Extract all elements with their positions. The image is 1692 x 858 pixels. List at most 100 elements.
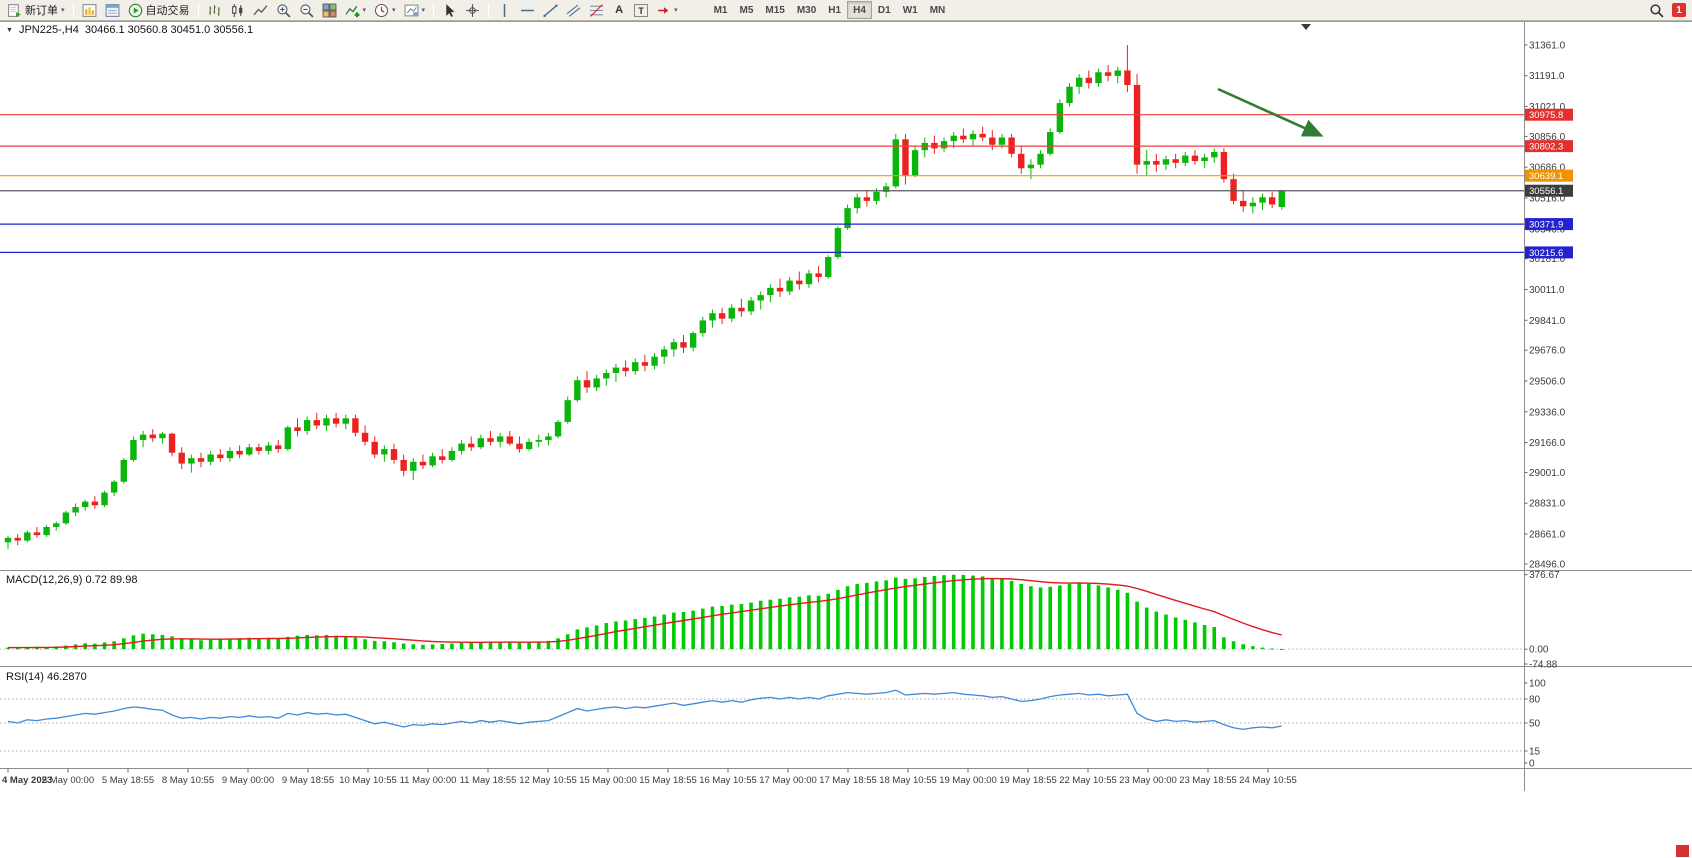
price-axis-tick: 29841.0	[1529, 316, 1566, 327]
zoom-in-icon	[276, 3, 291, 18]
toolbar-right-group: 1	[1649, 3, 1689, 18]
price-axis-tick: 29676.0	[1529, 346, 1566, 357]
cursor-icon	[446, 3, 455, 17]
bar-chart-button[interactable]	[203, 1, 226, 20]
line-chart-icon	[253, 4, 267, 15]
time-axis-label: 16 May 10:55	[699, 775, 757, 786]
price-axis-tick: 29506.0	[1529, 376, 1566, 387]
indicators-icon	[345, 5, 359, 17]
trendline-tool-button[interactable]	[539, 1, 562, 20]
tile-windows-button[interactable]	[318, 1, 341, 20]
indicators-button[interactable]: ▾	[341, 1, 371, 20]
market-watch-button[interactable]	[101, 1, 124, 20]
time-axis-label: 18 May 10:55	[879, 775, 937, 786]
new-order-button[interactable]: 新订单 ▾	[3, 1, 69, 20]
time-axis-label: 9 May 00:00	[222, 775, 274, 786]
vertical-line-icon	[503, 3, 506, 17]
price-badge-pivot-orange	[1525, 169, 1573, 182]
time-axis-label: 22 May 10:55	[1059, 775, 1117, 786]
price-badge-text: 30802.3	[1529, 142, 1563, 153]
search-icon[interactable]	[1649, 3, 1664, 18]
macd-histogram	[6, 574, 1284, 651]
timeframe-d1-button[interactable]: D1	[872, 1, 897, 19]
bar-chart-icon	[208, 4, 220, 16]
clock-icon	[374, 3, 389, 17]
cursor-button[interactable]	[438, 1, 461, 20]
templates-button[interactable]: ▾	[400, 1, 430, 20]
macd-axis-tick: 376.67	[1529, 570, 1560, 581]
auto-trading-button[interactable]: 自动交易	[124, 1, 194, 20]
notification-badge[interactable]: 1	[1672, 3, 1686, 17]
timeframe-m30-button[interactable]: M30	[791, 1, 822, 19]
price-axis-tick: 31021.0	[1529, 102, 1566, 113]
time-axis-label: 23 May 00:00	[1119, 775, 1177, 786]
time-axis-label: 12 May 10:55	[519, 775, 577, 786]
price-badge-text: 30975.8	[1529, 110, 1563, 121]
price-axis-tick: 30856.0	[1529, 132, 1566, 143]
auto-trading-label: 自动交易	[145, 5, 190, 17]
auto-trading-icon	[128, 3, 142, 17]
time-axis-label: 23 May 18:55	[1179, 775, 1237, 786]
price-chart[interactable]: 31361.0 31191.0 31021.0 30856.0 30686.0 30516…	[0, 21, 1692, 793]
price-badge-text: 30556.1	[1529, 186, 1563, 197]
toolbar-separator	[197, 2, 199, 18]
price-badge-resistance-upper	[1525, 108, 1573, 121]
price-axis-tick: 28496.0	[1529, 559, 1566, 570]
timeframe-m5-button[interactable]: M5	[733, 1, 759, 19]
timeframe-toolbar: M1 M5 M15 M30 H1 H4 D1 W1 MN	[708, 1, 952, 19]
rsi-axis-tick: 0	[1529, 759, 1535, 770]
chevron-down-icon: ▾	[392, 6, 396, 14]
crosshair-icon	[466, 3, 479, 17]
chevron-down-icon: ▾	[362, 6, 367, 14]
trend-arrow-annotation[interactable]	[1217, 87, 1324, 137]
collapse-triangle-icon[interactable]: ▼	[6, 26, 13, 34]
channel-tool-button[interactable]	[562, 1, 585, 20]
arrow-tool-icon	[658, 6, 669, 14]
text-tool-icon: A	[615, 4, 624, 16]
timeframe-h4-button[interactable]: H4	[847, 1, 872, 19]
rsi-line	[7, 689, 1282, 731]
label-tool-button[interactable]: T	[630, 1, 652, 20]
zoom-in-button[interactable]	[272, 1, 295, 20]
timeframe-m15-button[interactable]: M15	[759, 1, 790, 19]
crosshair-button[interactable]	[461, 1, 484, 20]
timeframe-h1-button[interactable]: H1	[822, 1, 847, 19]
time-axis-label: 15 May 00:00	[579, 775, 637, 786]
price-axis-tick: 30516.0	[1529, 193, 1566, 204]
status-alert-marker[interactable]	[1676, 845, 1689, 857]
fibonacci-tool-button[interactable]	[585, 1, 608, 20]
time-axis-label: 10 May 10:55	[339, 775, 397, 786]
macd-signal-line	[8, 577, 1282, 649]
toolbar-separator	[433, 2, 435, 18]
line-chart-button[interactable]	[249, 1, 272, 20]
vertical-line-tool-button[interactable]	[493, 1, 516, 20]
time-axis-label: 17 May 18:55	[819, 775, 877, 786]
time-axis-label: 11 May 18:55	[460, 775, 517, 786]
periods-button[interactable]: ▾	[370, 1, 400, 20]
trendline-icon	[543, 4, 558, 17]
price-axis-tick: 30686.0	[1529, 163, 1566, 174]
price-axis-tick: 30011.0	[1529, 285, 1565, 296]
main-toolbar: 新订单 ▾ 自动交易	[0, 0, 1692, 21]
timeframe-w1-button[interactable]: W1	[897, 1, 924, 19]
rsi-axis-tick: 15	[1529, 747, 1541, 758]
price-badge-resistance-lower	[1525, 140, 1573, 153]
price-badge-text: 30371.9	[1529, 220, 1563, 231]
bottom-bar	[0, 844, 1692, 858]
toolbar-separator	[488, 2, 490, 18]
rsi-axis-tick: 80	[1529, 695, 1541, 706]
horizontal-line-tool-button[interactable]	[516, 1, 539, 20]
new-order-label: 新订单	[25, 5, 58, 17]
candlestick-chart-button[interactable]	[226, 1, 249, 20]
time-axis-label: 5 May 18:55	[102, 775, 154, 786]
timeframe-m1-button[interactable]: M1	[708, 1, 734, 19]
arrows-tool-button[interactable]: ▾	[652, 1, 682, 20]
timeframe-mn-button[interactable]: MN	[924, 1, 952, 19]
new-chart-button[interactable]	[78, 1, 101, 20]
chevron-down-icon: ▾	[421, 6, 426, 14]
price-axis-tick: 29166.0	[1529, 438, 1566, 449]
new-order-icon	[8, 3, 21, 17]
zoom-out-button[interactable]	[295, 1, 318, 20]
text-tool-button[interactable]: A	[608, 1, 630, 20]
chart-shift-marker[interactable]	[1301, 24, 1311, 30]
